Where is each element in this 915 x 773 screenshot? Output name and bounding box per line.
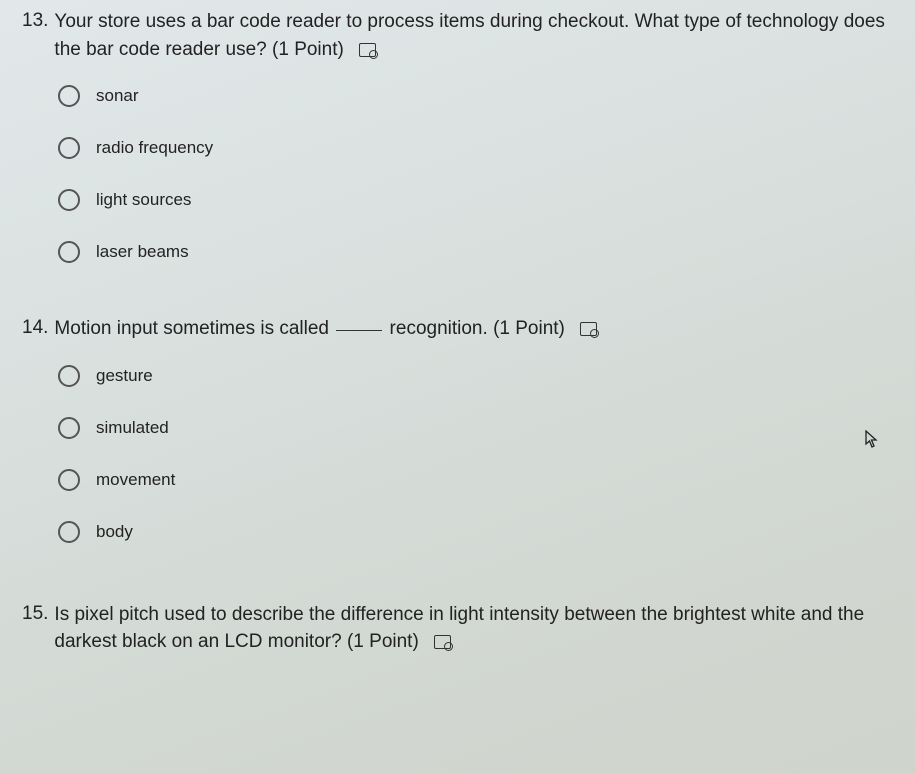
question-points: (1 Point) <box>272 39 344 60</box>
option-body[interactable]: body <box>58 521 893 543</box>
question-text: Your store uses a bar code reader to pro… <box>54 8 893 63</box>
cursor-icon <box>865 430 879 453</box>
radio-icon[interactable] <box>58 241 80 263</box>
question-body-before: Motion input sometimes is called <box>54 318 334 339</box>
options-list: sonar radio frequency light sources lase… <box>22 85 893 263</box>
option-radio-frequency[interactable]: radio frequency <box>58 137 893 159</box>
radio-icon[interactable] <box>58 521 80 543</box>
question-14: 14. Motion input sometimes is called rec… <box>22 315 893 543</box>
immersive-reader-icon[interactable] <box>434 635 451 649</box>
question-header: 14. Motion input sometimes is called rec… <box>22 315 893 343</box>
option-sonar[interactable]: sonar <box>58 85 893 107</box>
question-body-after: recognition. <box>384 318 488 339</box>
question-body: Your store uses a bar code reader to pro… <box>54 11 885 60</box>
option-label: sonar <box>96 86 139 106</box>
question-15: 15. Is pixel pitch used to describe the … <box>22 601 893 656</box>
question-points: (1 Point) <box>347 631 419 652</box>
options-list: gesture simulated movement body <box>22 365 893 543</box>
question-13: 13. Your store uses a bar code reader to… <box>22 8 893 263</box>
question-header: 13. Your store uses a bar code reader to… <box>22 8 893 63</box>
option-laser-beams[interactable]: laser beams <box>58 241 893 263</box>
option-label: laser beams <box>96 242 189 262</box>
immersive-reader-icon[interactable] <box>359 43 376 57</box>
question-text: Motion input sometimes is called recogni… <box>54 315 597 343</box>
option-label: simulated <box>96 418 169 438</box>
option-movement[interactable]: movement <box>58 469 893 491</box>
radio-icon[interactable] <box>58 137 80 159</box>
option-gesture[interactable]: gesture <box>58 365 893 387</box>
option-light-sources[interactable]: light sources <box>58 189 893 211</box>
option-label: gesture <box>96 366 153 386</box>
question-header: 15. Is pixel pitch used to describe the … <box>22 601 893 656</box>
question-body: Is pixel pitch used to describe the diff… <box>54 604 864 653</box>
immersive-reader-icon[interactable] <box>580 322 597 336</box>
fill-blank <box>336 330 382 331</box>
option-simulated[interactable]: simulated <box>58 417 893 439</box>
radio-icon[interactable] <box>58 417 80 439</box>
radio-icon[interactable] <box>58 85 80 107</box>
option-label: radio frequency <box>96 138 213 158</box>
question-text: Is pixel pitch used to describe the diff… <box>54 601 893 656</box>
question-number: 13. <box>22 8 48 35</box>
question-number: 14. <box>22 315 48 342</box>
radio-icon[interactable] <box>58 189 80 211</box>
radio-icon[interactable] <box>58 469 80 491</box>
option-label: light sources <box>96 190 191 210</box>
option-label: body <box>96 522 133 542</box>
question-points: (1 Point) <box>493 318 565 339</box>
question-number: 15. <box>22 601 48 628</box>
option-label: movement <box>96 470 175 490</box>
radio-icon[interactable] <box>58 365 80 387</box>
